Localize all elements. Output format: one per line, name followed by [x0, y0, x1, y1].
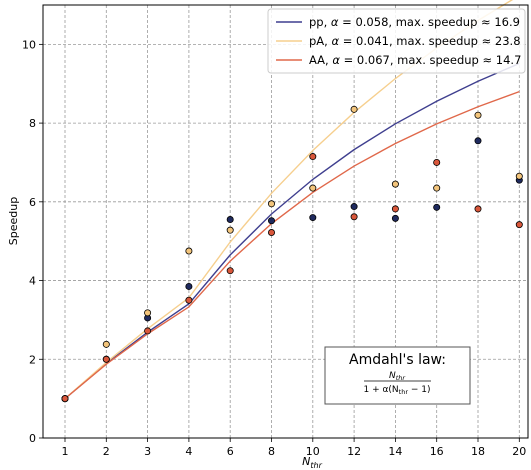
- data-point-0: [433, 203, 441, 211]
- data-point-2: [226, 267, 234, 275]
- legend-frame: [267, 8, 526, 74]
- legend-label-1: pA, α = 0.041, max. speedup ≈ 23.8: [309, 34, 521, 48]
- data-point-1: [144, 309, 152, 317]
- x-tick-label: 10: [306, 445, 320, 458]
- data-point-1: [226, 226, 234, 234]
- y-axis-label: Speedup: [7, 197, 20, 245]
- x-tick-label: 18: [471, 445, 485, 458]
- legend-label-2: AA, α = 0.067, max. speedup ≈ 14.7: [309, 53, 521, 67]
- data-point-1: [391, 180, 399, 188]
- measured-points: [61, 105, 523, 403]
- data-point-2: [391, 205, 399, 213]
- annotation-title: Amdahl's law:: [349, 352, 446, 368]
- plot-frame: [42, 4, 529, 439]
- formula-numerator: Nthr: [389, 371, 406, 382]
- x-tick-label: 16: [430, 445, 444, 458]
- y-tick-label: 10: [22, 38, 36, 51]
- data-point-0: [226, 216, 234, 224]
- data-point-2: [61, 395, 69, 403]
- x-tick-label: 6: [227, 445, 234, 458]
- x-tick-label: 2: [103, 445, 110, 458]
- data-point-1: [433, 184, 441, 192]
- legend-label-0: pp, α = 0.058, max. speedup ≈ 16.9: [309, 15, 520, 29]
- data-point-2: [433, 158, 441, 166]
- data-point-2: [102, 355, 110, 363]
- data-point-2: [309, 153, 317, 161]
- data-point-2: [350, 213, 358, 221]
- data-point-1: [267, 200, 275, 208]
- data-point-2: [515, 221, 523, 229]
- y-tick-label: 2: [29, 353, 36, 366]
- y-tick-label: 0: [29, 432, 36, 445]
- x-tick-label: 3: [144, 445, 151, 458]
- data-point-2: [144, 327, 152, 335]
- annotation-frame: [324, 346, 471, 405]
- y-tick-label: 8: [29, 117, 36, 130]
- y-tick-label: 6: [29, 196, 36, 209]
- data-point-0: [474, 137, 482, 145]
- data-point-1: [515, 172, 523, 180]
- data-point-1: [102, 340, 110, 348]
- data-point-0: [185, 282, 193, 290]
- data-point-0: [350, 203, 358, 211]
- x-tick-label: 4: [185, 445, 192, 458]
- x-tick-label: 14: [388, 445, 402, 458]
- amdahl-law-annotation: Amdahl's law: Nthr 1 + α(Nthr − 1): [324, 346, 471, 405]
- x-tick-label: 20: [512, 445, 526, 458]
- data-point-0: [267, 217, 275, 225]
- data-point-2: [185, 296, 193, 304]
- data-point-1: [309, 184, 317, 192]
- data-point-1: [350, 105, 358, 113]
- data-point-0: [391, 214, 399, 222]
- data-point-0: [309, 214, 317, 222]
- data-point-1: [474, 111, 482, 119]
- fit-curve-0: [64, 62, 520, 400]
- x-axis-label: Nthr: [302, 455, 322, 470]
- legend: pp, α = 0.058, max. speedup ≈ 16.9 pA, α …: [267, 8, 526, 74]
- x-tick-label: 12: [347, 445, 361, 458]
- data-point-2: [474, 205, 482, 213]
- y-tick-label: 4: [29, 275, 36, 288]
- formula-denominator: 1 + α(Nthr − 1): [363, 385, 430, 396]
- x-tick-label: 1: [62, 445, 69, 458]
- fit-curve-2: [64, 90, 520, 400]
- data-point-2: [267, 229, 275, 237]
- x-tick-label: 8: [268, 445, 275, 458]
- data-point-1: [185, 247, 193, 255]
